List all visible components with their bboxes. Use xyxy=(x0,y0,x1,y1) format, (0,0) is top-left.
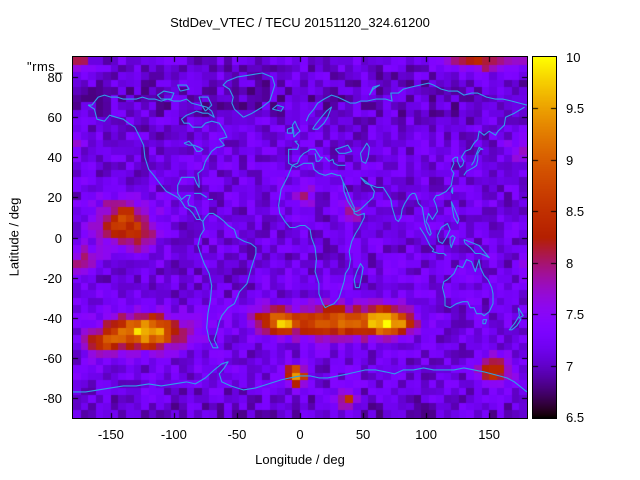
y-tick-label: 40 xyxy=(47,150,62,166)
y-tick-label: -20 xyxy=(43,270,62,286)
coastlines-overlay xyxy=(73,72,527,393)
colorbar-tick-label: 8.5 xyxy=(566,204,585,220)
y-tick-label: 0 xyxy=(54,230,62,246)
x-tick-label: 0 xyxy=(296,427,304,442)
colorbar-tick-label: 9 xyxy=(566,152,574,168)
x-tick-label: -150 xyxy=(97,427,124,442)
colorbar xyxy=(532,56,557,419)
colorbar-tick-label: 6.5 xyxy=(566,410,585,425)
colorbar-tick-label: 7.5 xyxy=(566,307,585,323)
plot-area xyxy=(72,56,528,419)
x-tick-label: 150 xyxy=(478,427,501,442)
colorbar-tick-label: 7 xyxy=(566,358,574,374)
x-tick-label: 50 xyxy=(355,427,371,442)
y-tick-label: -40 xyxy=(43,310,62,326)
y-tick-label: 80 xyxy=(47,70,62,86)
x-tick-label: -50 xyxy=(227,427,247,442)
colorbar-tick-label: 9.5 xyxy=(566,101,585,117)
heatmap-canvas xyxy=(73,57,527,418)
clipped-key-label: "rms_ xyxy=(27,59,64,74)
x-axis-label: Longitude / deg xyxy=(255,452,345,467)
chart-title: StdDev_VTEC / TECU 20151120_324.61200 xyxy=(170,15,430,30)
colorbar-tick-label: 10 xyxy=(566,50,581,65)
y-tick-label: 20 xyxy=(47,190,62,206)
x-tick-label: 100 xyxy=(415,427,437,442)
coastline-path xyxy=(73,72,527,393)
y-tick-label: 60 xyxy=(47,110,62,126)
colorbar-gradient xyxy=(533,57,556,418)
y-tick-label: -80 xyxy=(43,390,62,406)
x-tick-label: -100 xyxy=(160,427,187,442)
y-tick-label: -60 xyxy=(43,350,62,366)
colorbar-tick-label: 8 xyxy=(566,255,574,271)
